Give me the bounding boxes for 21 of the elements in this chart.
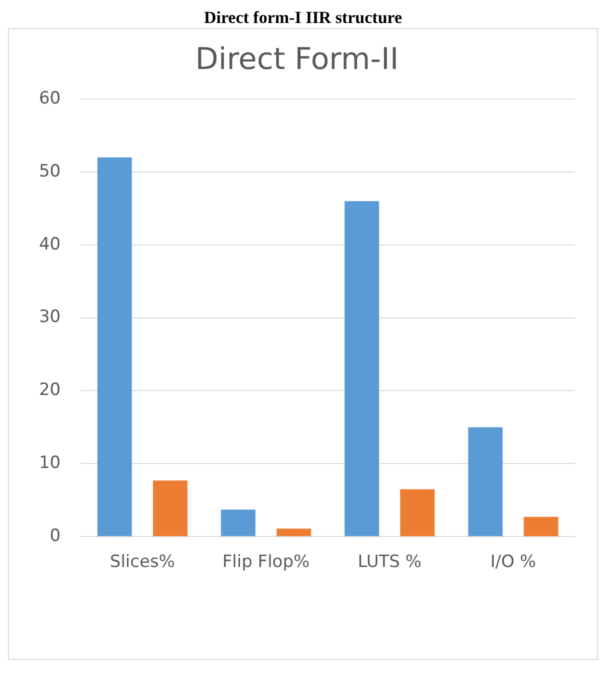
y-tick-label: 0 xyxy=(50,526,61,546)
y-tick-label: 40 xyxy=(38,234,61,254)
bar xyxy=(344,201,380,536)
bar xyxy=(276,528,312,536)
bar xyxy=(152,480,188,536)
x-tick-label: Flip Flop% xyxy=(222,552,310,572)
bar xyxy=(400,489,435,536)
x-tick-label: LUTS % xyxy=(358,552,422,572)
y-tick-label: 20 xyxy=(38,380,61,400)
y-tick-label: 30 xyxy=(38,307,61,328)
x-tick-label: Slices% xyxy=(110,552,175,572)
bar xyxy=(97,157,132,536)
chart-title: Direct Form-II xyxy=(195,42,399,77)
x-tick-label: I/O % xyxy=(490,552,536,572)
bar xyxy=(524,516,558,536)
bar xyxy=(220,510,256,536)
text: Direct form-I IIR structure xyxy=(202,8,404,28)
bar xyxy=(468,427,503,536)
y-tick-label: 10 xyxy=(38,453,61,474)
y-tick-label: 50 xyxy=(38,161,61,182)
y-tick-label: 60 xyxy=(38,88,61,108)
